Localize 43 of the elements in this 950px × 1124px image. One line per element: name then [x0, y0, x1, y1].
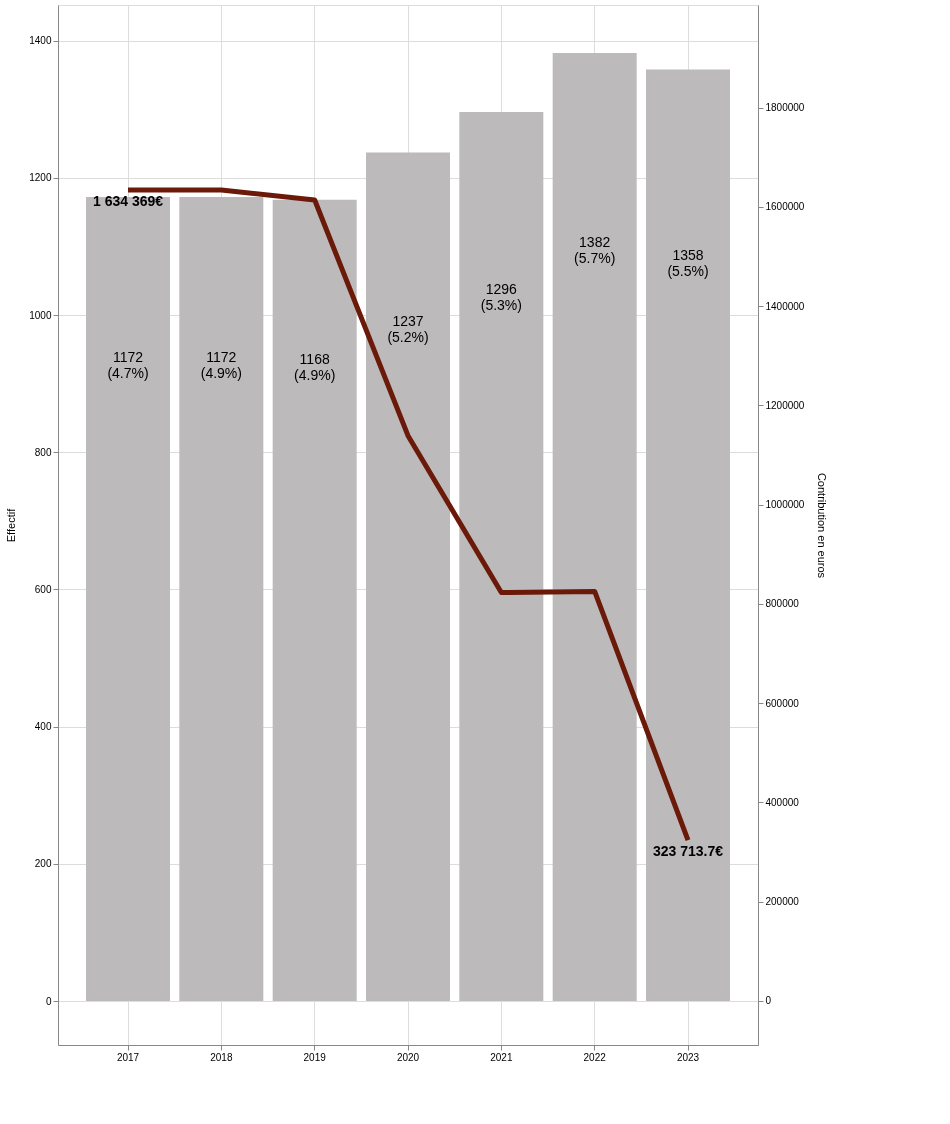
y2-tick-label: 1800000	[765, 102, 805, 114]
bar	[86, 197, 170, 1002]
data-label: 1237 (5.2%)	[387, 313, 429, 346]
y2-tick-label: 1200000	[765, 399, 805, 411]
y2-tick-label: 1600000	[765, 201, 805, 213]
x-tick-label: 2022	[583, 1051, 607, 1063]
data-label: 1172 (4.7%)	[107, 348, 149, 381]
y-tick-label: 600	[34, 583, 52, 595]
x-tick-label: 2021	[490, 1051, 513, 1063]
data-label: 1358 (5.5%)	[667, 246, 709, 279]
data-label: 1168 (4.9%)	[294, 351, 336, 384]
y-tick-label: 1200	[29, 172, 52, 184]
bar	[179, 197, 264, 1002]
bar	[366, 152, 450, 1002]
y2-tick-label: 1400000	[765, 300, 805, 312]
x-tick-label: 2017	[116, 1051, 140, 1063]
x-tick-label: 2019	[303, 1051, 327, 1063]
x-tick-label: 2018	[210, 1051, 233, 1063]
y2-tick-label: 200000	[765, 896, 800, 908]
x-tick-label: 2023	[676, 1051, 700, 1063]
data-label: 1172 (4.9%)	[200, 348, 242, 381]
y2-tick-label: 400000	[765, 796, 800, 808]
y-tick-label: 400	[34, 721, 52, 733]
y-tick-label: 1000	[29, 309, 52, 321]
bar	[552, 53, 637, 1002]
y-tick-label: 1400	[29, 35, 52, 47]
y2-axis-title: Contribution en euros	[816, 472, 829, 579]
data-label: 1382 (5.7%)	[574, 233, 616, 266]
data-label: 1296 (5.3%)	[480, 280, 522, 313]
y-tick-label: 800	[34, 446, 52, 458]
bar	[646, 69, 730, 1002]
y2-tick-label: 1000000	[765, 499, 805, 511]
y2-tick-label: 600000	[765, 697, 800, 709]
y-tick-label: 0	[45, 995, 52, 1007]
bar	[272, 199, 357, 1002]
y-tick-label: 200	[34, 858, 52, 870]
y-axis-title: Effectif	[5, 507, 18, 543]
x-tick-label: 2020	[396, 1051, 420, 1063]
y2-tick-label: 800000	[765, 598, 800, 610]
bar	[459, 112, 544, 1002]
data-label: 323 713.7€	[652, 843, 724, 860]
y2-tick-label: 0	[765, 995, 772, 1007]
data-label: 1 634 369€	[92, 192, 164, 209]
